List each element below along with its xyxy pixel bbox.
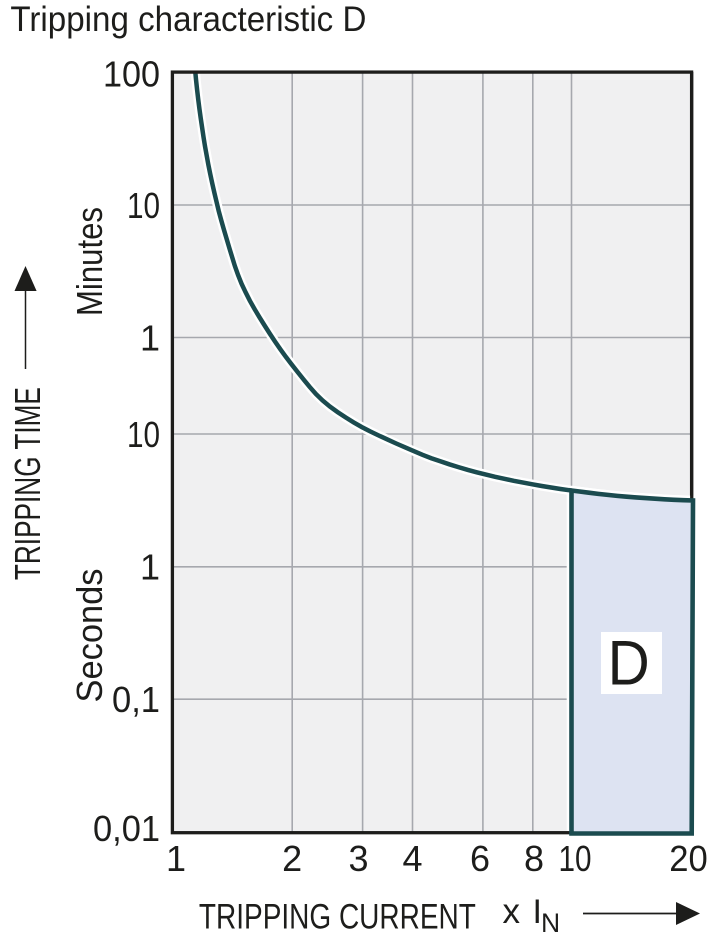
svg-text:3: 3 xyxy=(348,838,368,879)
svg-text:Tripping characteristic D: Tripping characteristic D xyxy=(10,0,366,39)
svg-text:1: 1 xyxy=(140,547,160,588)
svg-text:N: N xyxy=(541,908,560,938)
svg-text:1: 1 xyxy=(140,318,160,359)
svg-text:10: 10 xyxy=(559,838,592,879)
svg-text:10: 10 xyxy=(127,185,160,226)
svg-text:0,1: 0,1 xyxy=(112,679,160,720)
svg-text:10: 10 xyxy=(127,414,160,455)
svg-text:6: 6 xyxy=(470,838,490,879)
svg-text:0,01: 0,01 xyxy=(93,808,160,849)
svg-text:D: D xyxy=(608,628,650,699)
svg-text:x: x xyxy=(503,892,521,931)
svg-text:100: 100 xyxy=(103,53,160,94)
svg-text:TRIPPING CURRENT: TRIPPING CURRENT xyxy=(199,897,476,937)
svg-text:Seconds: Seconds xyxy=(69,569,110,703)
svg-text:20: 20 xyxy=(669,838,708,879)
svg-text:I: I xyxy=(533,893,542,931)
svg-text:TRIPPING TIME: TRIPPING TIME xyxy=(7,387,48,580)
svg-text:Minutes: Minutes xyxy=(69,207,110,316)
svg-text:4: 4 xyxy=(402,838,422,879)
svg-text:2: 2 xyxy=(282,838,302,879)
svg-text:1: 1 xyxy=(166,838,186,879)
svg-text:8: 8 xyxy=(524,838,544,879)
